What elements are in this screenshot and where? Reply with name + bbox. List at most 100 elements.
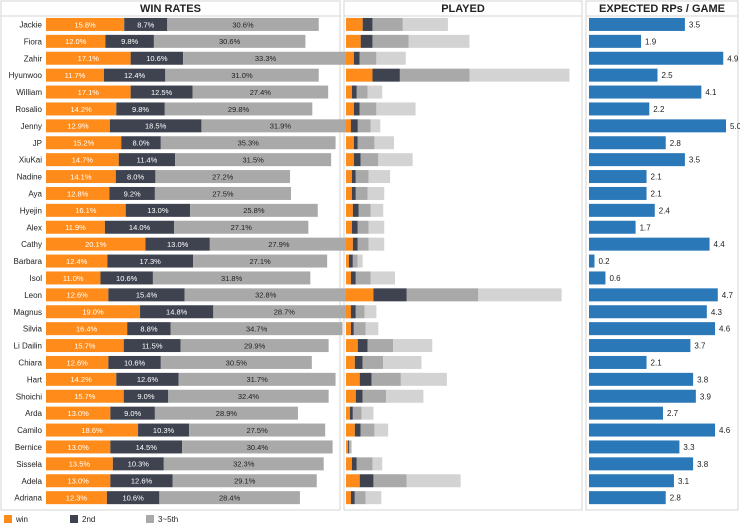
- played-bar-rest: [370, 271, 395, 285]
- rp-value-label: 1.9: [645, 37, 657, 46]
- winrate-label-3~5th: 29.8%: [228, 105, 250, 114]
- played-bar-rest: [386, 389, 424, 403]
- played-bar-2nd: [350, 491, 355, 505]
- played-bar-rest: [368, 170, 391, 184]
- played-bar-3~5th: [352, 406, 362, 420]
- played-bar-3~5th: [354, 491, 366, 505]
- winrate-bar-3~5th: [213, 305, 356, 319]
- rp-value-label: 4.4: [714, 240, 726, 249]
- played-bar-win: [346, 339, 358, 353]
- played-bar-3~5th: [360, 153, 379, 167]
- winrate-label-2nd: 10.6%: [122, 493, 144, 502]
- winrate-bar-3~5th: [209, 237, 348, 251]
- rp-bar: [589, 355, 647, 369]
- winrate-label-win: 14.2%: [71, 105, 93, 114]
- played-bar-win: [346, 51, 354, 65]
- winrate-label-win: 15.2%: [73, 139, 95, 148]
- played-bar-rest: [469, 68, 570, 82]
- played-bar-rest: [367, 85, 383, 99]
- played-bar-2nd: [350, 271, 356, 285]
- rp-value-label: 2.7: [667, 409, 679, 418]
- played-bar-2nd: [350, 119, 358, 133]
- rp-value-label: 2.2: [653, 105, 665, 114]
- winrate-bar-3~5th: [175, 153, 332, 167]
- winrate-label-3~5th: 32.3%: [233, 460, 255, 469]
- played-bar-rest: [393, 339, 433, 353]
- played-bar-rest: [350, 440, 352, 454]
- winrate-label-2nd: 13.0%: [167, 240, 189, 249]
- winrate-bar-2nd: [107, 254, 194, 268]
- winrate-label-2nd: 9.8%: [121, 37, 138, 46]
- rp-bar: [589, 203, 655, 217]
- winrate-label-win: 13.0%: [68, 409, 90, 418]
- played-bar-2nd: [357, 339, 368, 353]
- rp-bar: [589, 372, 694, 386]
- played-bar-win: [346, 136, 354, 150]
- winrate-label-2nd: 12.6%: [137, 375, 159, 384]
- winrate-label-2nd: 9.2%: [124, 189, 141, 198]
- rp-value-label: 2.4: [659, 206, 671, 215]
- winrate-bar-3~5th: [183, 51, 348, 65]
- played-bar-2nd: [351, 457, 357, 471]
- played-bar-3~5th: [358, 203, 371, 217]
- rp-value-label: 0.2: [598, 257, 610, 266]
- category-label: XiuKai: [19, 156, 42, 165]
- winrate-label-3~5th: 30.6%: [232, 20, 254, 29]
- winrate-label-2nd: 10.3%: [128, 460, 150, 469]
- played-bar-rest: [365, 322, 379, 336]
- played-bar-3~5th: [399, 68, 470, 82]
- winrate-label-win: 13.5%: [69, 460, 91, 469]
- rp-bar: [589, 85, 702, 99]
- category-label: JP: [33, 139, 42, 148]
- played-bar-3~5th: [357, 119, 371, 133]
- rp-bar: [589, 254, 595, 268]
- played-bar-3~5th: [357, 136, 375, 150]
- winrate-label-3~5th: 27.9%: [268, 240, 290, 249]
- winrate-label-win: 20.1%: [85, 240, 107, 249]
- rp-bar: [589, 136, 666, 150]
- winrate-bar-2nd: [100, 271, 153, 285]
- played-bar-rest: [374, 423, 389, 437]
- category-label: Sissela: [16, 460, 42, 469]
- rp-bar: [589, 68, 658, 82]
- rp-value-label: 3.8: [697, 375, 709, 384]
- winrate-bar-2nd: [108, 355, 161, 369]
- winrate-bar-2nd: [109, 119, 202, 133]
- played-bar-win: [346, 68, 373, 82]
- rp-bar: [589, 305, 707, 319]
- played-bar-win: [346, 17, 363, 31]
- played-bar-rest: [478, 288, 562, 302]
- winrate-label-win: 12.4%: [66, 257, 88, 266]
- rp-value-label: 4.6: [719, 325, 731, 334]
- winrate-label-3~5th: 27.1%: [249, 257, 271, 266]
- winrate-bar-2nd: [112, 457, 164, 471]
- winrate-label-2nd: 9.0%: [137, 392, 154, 401]
- winrate-bar-2nd: [123, 339, 181, 353]
- winrate-label-3~5th: 31.9%: [270, 122, 292, 131]
- winrate-label-2nd: 15.4%: [136, 291, 158, 300]
- rp-bar: [589, 237, 710, 251]
- played-bar-3~5th: [357, 237, 369, 251]
- winrate-bar-win: [46, 51, 131, 65]
- winrate-label-3~5th: 31.0%: [231, 71, 253, 80]
- winrate-bar-2nd: [110, 440, 183, 454]
- winrate-label-win: 12.0%: [65, 37, 87, 46]
- winrate-bar-3~5th: [189, 423, 326, 437]
- winrate-bar-2nd: [108, 288, 185, 302]
- winrate-bar-3~5th: [160, 355, 312, 369]
- played-bar-win: [346, 271, 351, 285]
- winrate-bar-3~5th: [170, 322, 343, 336]
- rp-bar: [589, 491, 666, 505]
- winrate-label-2nd: 8.0%: [132, 139, 149, 148]
- winrate-bar-3~5th: [152, 271, 311, 285]
- played-bar-win: [346, 355, 355, 369]
- played-bar-win: [346, 186, 352, 200]
- winrate-label-win: 17.1%: [78, 54, 100, 63]
- winrate-label-win: 11.9%: [65, 223, 86, 232]
- legend-label-2nd: 2nd: [82, 515, 95, 524]
- played-bar-2nd: [352, 203, 359, 217]
- winrate-bar-win: [46, 170, 116, 184]
- winrate-label-3~5th: 29.1%: [234, 477, 256, 486]
- played-bar-3~5th: [372, 17, 403, 31]
